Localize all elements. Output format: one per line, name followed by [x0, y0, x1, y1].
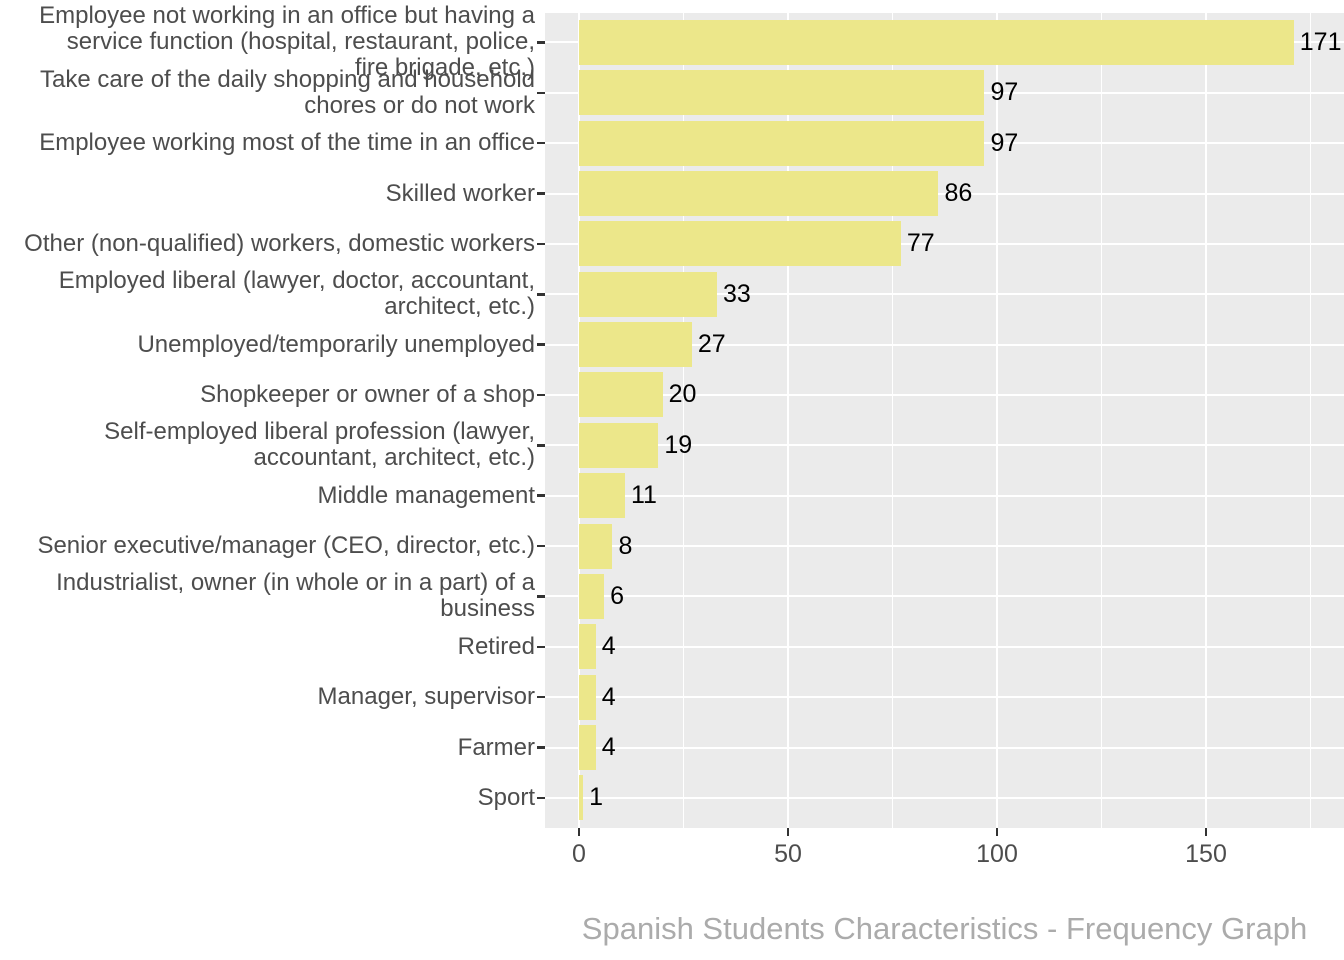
y-axis-category-label: Manager, supervisor: [317, 683, 535, 711]
bar: [579, 271, 717, 317]
bar-value-label: 86: [944, 179, 973, 207]
y-axis-tick: [537, 746, 545, 749]
bar: [579, 523, 613, 569]
x-axis-tick-label: 100: [976, 840, 1018, 868]
y-axis-category-label: Employed liberal (lawyer, doctor, accoun…: [58, 267, 535, 321]
y-axis-tick: [537, 544, 545, 548]
bar-value-label: 19: [664, 430, 693, 459]
bar-value-label: 20: [668, 380, 697, 409]
bar: [579, 775, 584, 821]
y-axis-tick: [537, 242, 545, 246]
gridline-major-horizontal: [545, 645, 1344, 648]
y-axis-category-label: Other (non-qualified) workers, domestic …: [24, 229, 535, 257]
gridline-major-horizontal: [545, 746, 1344, 749]
y-axis-category-label: Unemployed/temporarily unemployed: [137, 330, 535, 358]
bar-value-label: 97: [990, 128, 1019, 157]
y-axis-tick: [537, 141, 545, 145]
gridline-major-horizontal: [545, 595, 1344, 598]
y-axis-category-label: Shopkeeper or owner of a shop: [200, 380, 535, 408]
bar: [579, 422, 659, 468]
y-axis-category-label: Sport: [477, 783, 535, 811]
bar: [579, 372, 663, 418]
y-axis-category-label: Take care of the daily shopping and hous…: [39, 65, 535, 119]
chart-title: Spanish Students Characteristics - Frequ…: [581, 911, 1308, 946]
y-axis-category-label: Senior executive/manager (CEO, director,…: [37, 532, 535, 560]
y-axis-category-label: Industrialist, owner (in whole or in a p…: [56, 569, 535, 623]
y-axis-category-label: Skilled worker: [385, 179, 535, 207]
y-axis-tick: [537, 293, 545, 296]
x-axis-tick: [577, 828, 581, 836]
y-axis-category-label: Middle management: [317, 481, 535, 509]
bar: [579, 171, 939, 216]
gridline-major-horizontal: [545, 444, 1344, 447]
y-axis-category-label: Employee working most of the time in an …: [39, 129, 535, 157]
gridline-major-horizontal: [545, 545, 1344, 548]
gridline-major-vertical: [578, 13, 580, 828]
gridline-major-vertical: [996, 13, 998, 828]
bar: [579, 573, 605, 619]
y-axis-category-label: Self-employed liberal profession (lawyer…: [104, 418, 535, 472]
y-axis-tick: [537, 343, 545, 346]
y-axis-tick: [537, 192, 545, 195]
gridline-major-horizontal: [545, 343, 1344, 346]
x-axis-tick-label: 150: [1185, 840, 1227, 868]
bar: [579, 322, 692, 368]
y-axis-category-label: Farmer: [457, 733, 535, 761]
bar: [579, 120, 985, 166]
bar: [579, 70, 985, 116]
y-axis-tick: [537, 695, 545, 699]
y-axis-tick: [537, 91, 545, 95]
bar-value-label: 97: [990, 78, 1019, 107]
bar-value-label: 27: [697, 330, 726, 359]
x-axis-tick: [995, 828, 999, 836]
gridline-minor-vertical: [1101, 13, 1102, 828]
bar-value-label: 1: [589, 783, 604, 812]
y-axis-tick: [537, 494, 545, 497]
gridline-major-horizontal: [545, 293, 1344, 296]
bar: [579, 19, 1294, 65]
bar-value-label: 4: [601, 632, 616, 661]
y-axis-tick: [537, 444, 545, 447]
gridline-minor-vertical: [683, 13, 684, 828]
gridline-major-horizontal: [545, 393, 1344, 396]
gridline-minor-vertical: [1310, 13, 1311, 828]
x-axis-tick-label: 50: [774, 840, 802, 868]
bar-value-label: 4: [601, 733, 616, 762]
plot-panel: 171 97 97 86 77 33 27 20 19 11 8 6 4 4 4 1: [545, 13, 1344, 828]
y-axis-tick: [537, 796, 545, 800]
bar-value-label: 171: [1299, 27, 1342, 56]
y-axis-category-label: Retired: [457, 632, 535, 660]
bar: [579, 624, 596, 670]
gridline-major-horizontal: [545, 192, 1344, 195]
gridline-major-vertical: [1205, 13, 1207, 828]
bar: [579, 674, 596, 720]
y-axis-tick: [537, 393, 545, 397]
gridline-major-vertical: [787, 13, 789, 828]
y-axis-tick: [537, 595, 545, 598]
bar-value-label: 77: [906, 229, 935, 258]
gridline-major-horizontal: [545, 796, 1344, 799]
bar-value-label: 33: [722, 279, 751, 308]
x-axis-tick-label: 0: [572, 840, 586, 868]
gridline-major-horizontal: [545, 696, 1344, 699]
x-axis-tick: [1204, 828, 1208, 836]
bar-value-label: 8: [618, 531, 633, 560]
x-axis-tick: [786, 828, 790, 836]
bar-value-label: 11: [630, 481, 657, 510]
gridline-minor-vertical: [892, 13, 893, 828]
y-axis-category-label: Employee not working in an office but ha…: [39, 2, 535, 82]
bar: [579, 725, 596, 771]
y-axis-tick: [537, 41, 545, 44]
bar-value-label: 4: [601, 682, 616, 711]
gridline-major-horizontal: [545, 242, 1344, 245]
bar: [579, 473, 625, 519]
y-axis-tick: [537, 645, 545, 649]
bar: [579, 221, 901, 267]
bar-value-label: 6: [610, 581, 624, 610]
gridline-major-horizontal: [545, 494, 1344, 497]
